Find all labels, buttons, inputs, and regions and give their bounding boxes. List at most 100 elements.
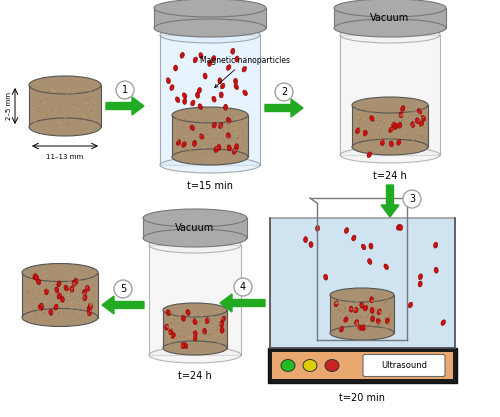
Ellipse shape — [344, 322, 348, 324]
Ellipse shape — [170, 341, 172, 343]
Ellipse shape — [420, 121, 424, 126]
Ellipse shape — [364, 129, 366, 131]
Ellipse shape — [193, 335, 194, 337]
Ellipse shape — [202, 328, 206, 334]
Bar — [272, 352, 453, 379]
Ellipse shape — [203, 73, 207, 79]
Ellipse shape — [92, 293, 94, 295]
Ellipse shape — [74, 305, 76, 306]
Ellipse shape — [365, 125, 367, 126]
Ellipse shape — [87, 287, 88, 289]
Ellipse shape — [378, 318, 380, 319]
Ellipse shape — [201, 331, 204, 332]
Ellipse shape — [172, 149, 248, 165]
Ellipse shape — [340, 304, 343, 305]
Ellipse shape — [198, 319, 201, 321]
Ellipse shape — [415, 143, 418, 146]
Ellipse shape — [88, 110, 92, 112]
Ellipse shape — [337, 301, 340, 304]
Ellipse shape — [181, 343, 185, 349]
Ellipse shape — [364, 305, 368, 311]
Ellipse shape — [334, 324, 336, 325]
Ellipse shape — [178, 334, 182, 336]
Ellipse shape — [353, 308, 356, 311]
Ellipse shape — [210, 313, 212, 315]
Ellipse shape — [344, 306, 345, 308]
Ellipse shape — [170, 345, 173, 347]
Ellipse shape — [62, 286, 64, 288]
Ellipse shape — [79, 117, 82, 118]
Ellipse shape — [349, 301, 352, 303]
Ellipse shape — [405, 134, 407, 136]
Ellipse shape — [90, 111, 92, 112]
Bar — [163, 310, 227, 348]
Ellipse shape — [229, 122, 232, 124]
Ellipse shape — [340, 300, 342, 301]
Ellipse shape — [346, 323, 348, 324]
Ellipse shape — [180, 119, 183, 121]
Ellipse shape — [184, 328, 186, 330]
Ellipse shape — [178, 335, 180, 337]
Ellipse shape — [208, 344, 210, 346]
Ellipse shape — [56, 92, 58, 93]
Ellipse shape — [220, 318, 224, 320]
Bar — [160, 35, 260, 165]
Ellipse shape — [418, 121, 420, 122]
Ellipse shape — [212, 55, 216, 61]
Ellipse shape — [71, 274, 74, 276]
Ellipse shape — [347, 307, 350, 310]
Ellipse shape — [96, 102, 98, 104]
Ellipse shape — [350, 302, 352, 303]
Ellipse shape — [187, 138, 189, 139]
Ellipse shape — [178, 127, 182, 128]
Ellipse shape — [399, 112, 403, 118]
Ellipse shape — [84, 119, 86, 120]
Ellipse shape — [352, 97, 428, 113]
Ellipse shape — [386, 300, 388, 301]
Ellipse shape — [62, 314, 64, 315]
Ellipse shape — [325, 359, 339, 372]
Ellipse shape — [81, 312, 83, 314]
Ellipse shape — [410, 114, 412, 116]
Ellipse shape — [236, 127, 237, 128]
Ellipse shape — [72, 275, 76, 276]
Ellipse shape — [240, 147, 242, 148]
Ellipse shape — [84, 294, 86, 296]
Ellipse shape — [74, 278, 78, 284]
Ellipse shape — [240, 143, 242, 144]
Ellipse shape — [330, 326, 394, 340]
Ellipse shape — [193, 319, 197, 325]
Ellipse shape — [44, 113, 47, 115]
Ellipse shape — [226, 137, 230, 140]
Text: Magnetic nanoparticles: Magnetic nanoparticles — [200, 56, 290, 88]
Ellipse shape — [46, 289, 48, 290]
Ellipse shape — [171, 333, 175, 339]
Ellipse shape — [420, 135, 422, 136]
Ellipse shape — [208, 60, 212, 66]
Ellipse shape — [366, 312, 369, 314]
Ellipse shape — [200, 136, 202, 137]
Ellipse shape — [46, 277, 49, 279]
Ellipse shape — [160, 27, 260, 43]
Ellipse shape — [206, 141, 207, 144]
Ellipse shape — [182, 142, 186, 147]
Ellipse shape — [163, 341, 227, 355]
Ellipse shape — [149, 237, 241, 253]
Ellipse shape — [82, 289, 86, 296]
Ellipse shape — [184, 330, 188, 332]
Ellipse shape — [183, 335, 185, 337]
Ellipse shape — [172, 318, 175, 319]
Ellipse shape — [52, 290, 56, 293]
Ellipse shape — [172, 329, 174, 331]
Ellipse shape — [210, 139, 212, 140]
Ellipse shape — [53, 90, 57, 93]
Ellipse shape — [236, 138, 238, 139]
Ellipse shape — [66, 123, 68, 125]
Ellipse shape — [86, 314, 89, 315]
Ellipse shape — [350, 322, 352, 324]
Ellipse shape — [199, 53, 203, 58]
Ellipse shape — [185, 329, 187, 330]
Ellipse shape — [55, 115, 56, 116]
Ellipse shape — [66, 124, 68, 125]
Ellipse shape — [220, 137, 222, 139]
